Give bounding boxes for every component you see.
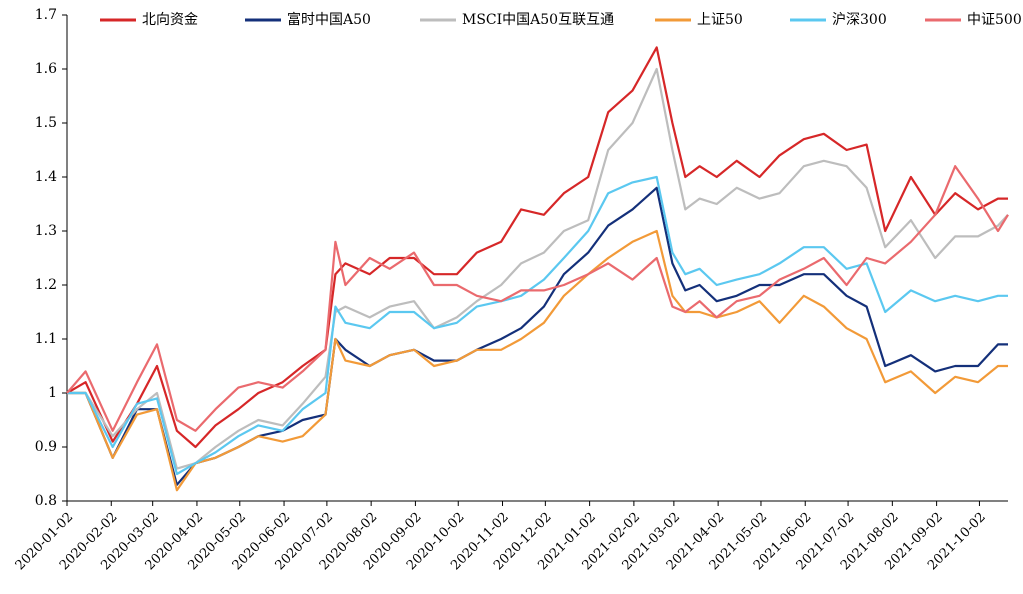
y-tick-label: 0.9 [35, 439, 57, 455]
line-series [67, 175, 1008, 476]
legend-label: MSCI中国A50互联互通 [462, 12, 614, 28]
legend-label: 富时中国A50 [287, 11, 371, 28]
legend-label: 北向资金 [142, 12, 198, 28]
y-tick-label: 1.7 [35, 7, 57, 23]
y-tick-label: 1.1 [35, 331, 57, 347]
y-tick-label: 0.8 [35, 493, 57, 509]
y-tick-label: 1.6 [35, 61, 57, 77]
legend-label: 上证50 [697, 12, 743, 28]
y-tick-label: 1.2 [35, 277, 57, 293]
line-series [67, 67, 1009, 470]
line-series [67, 186, 1008, 486]
line-series [67, 229, 1008, 492]
legend-label: 沪深300 [832, 12, 887, 28]
y-tick-label: 1.3 [35, 223, 57, 239]
line-series [66, 46, 1008, 449]
y-tick-label: 1.5 [35, 115, 57, 131]
y-tick-label: 1 [48, 385, 57, 401]
line-series [66, 165, 1009, 432]
legend-label: 中证500 [967, 12, 1022, 28]
y-tick-label: 1.4 [35, 169, 57, 185]
